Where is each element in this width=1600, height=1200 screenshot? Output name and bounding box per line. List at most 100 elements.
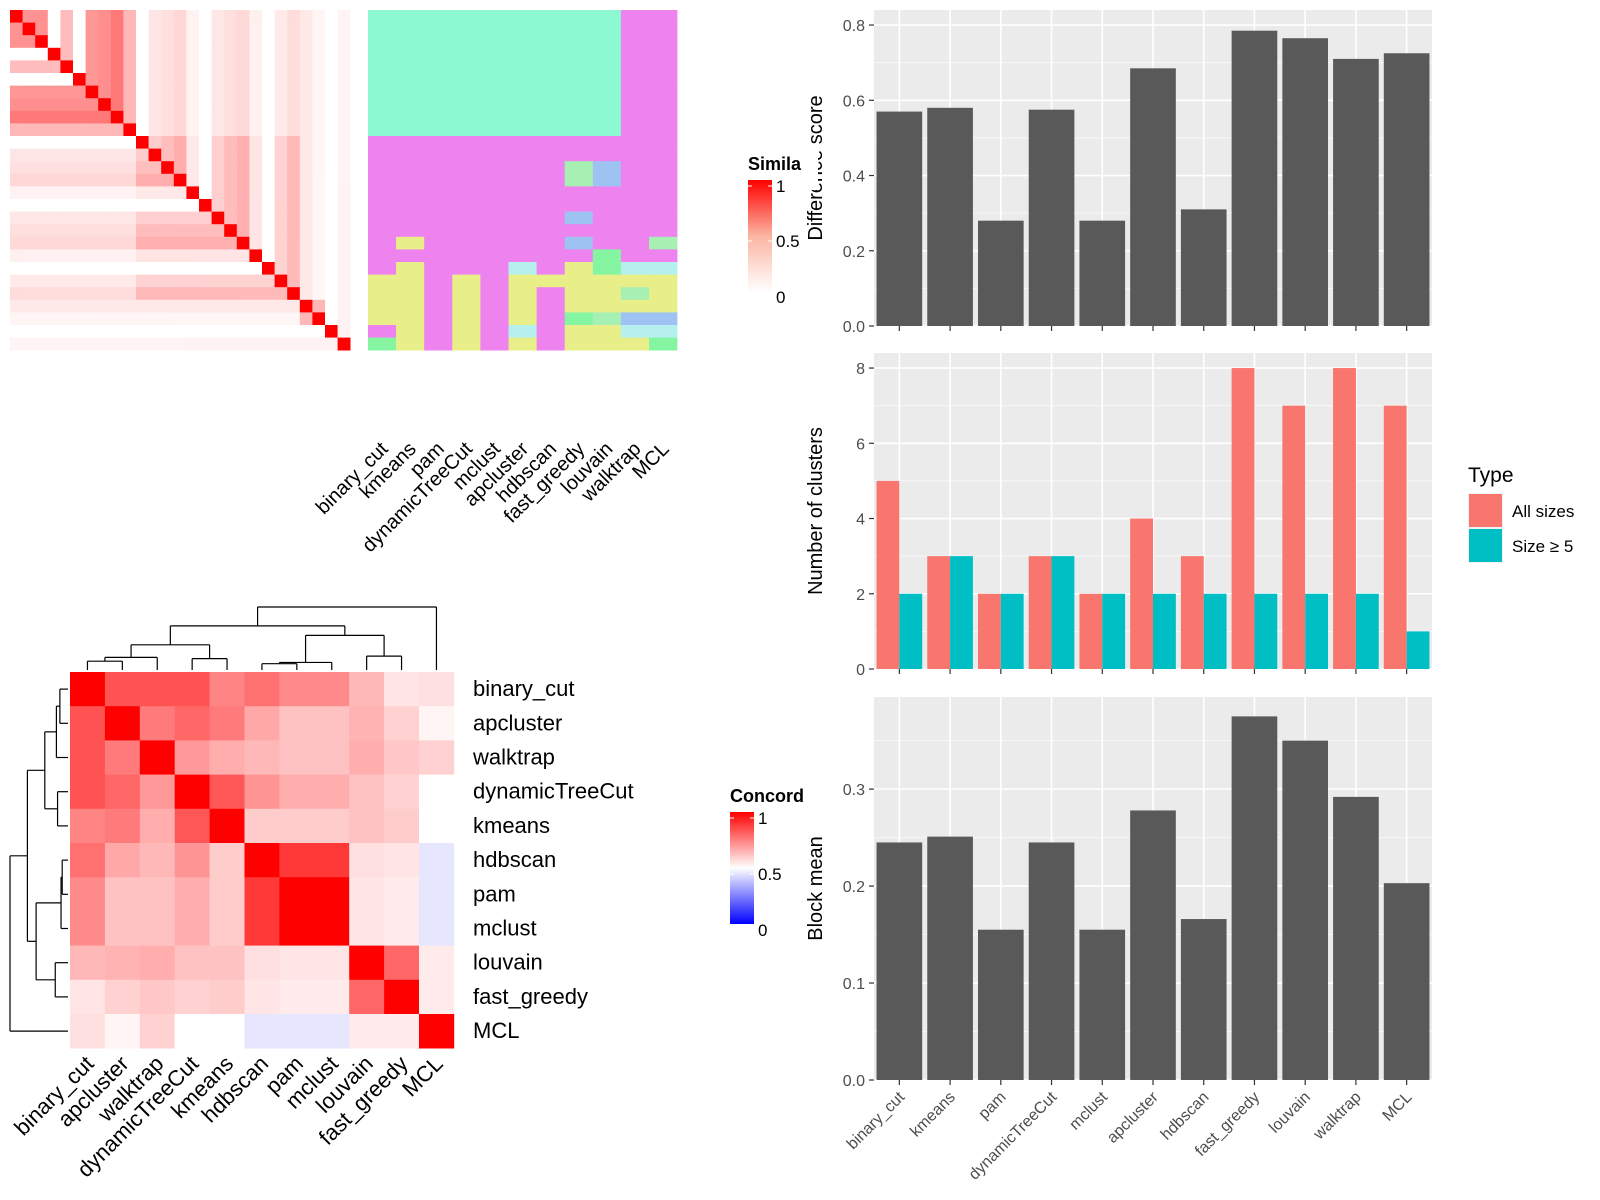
membership-cell [424, 262, 453, 275]
similarity-cell [10, 123, 23, 137]
similarity-cell [35, 173, 49, 187]
membership-cell [480, 262, 509, 275]
similarity-cell [60, 287, 74, 301]
similarity-cell [123, 249, 137, 263]
similarity-cell [35, 337, 49, 351]
similarity-cell [110, 60, 124, 74]
similarity-cell [325, 312, 338, 326]
concordance-cell [244, 774, 280, 810]
membership-cell [536, 60, 565, 74]
similarity-cell [224, 35, 238, 49]
concordance-cell [139, 911, 175, 946]
similarity-cell [35, 60, 49, 74]
similarity-cell [22, 161, 36, 175]
membership-cell [649, 236, 678, 250]
membership-cell [508, 22, 537, 36]
similarity-cell [199, 148, 212, 162]
similarity-cell [98, 123, 112, 137]
similarity-cell [325, 337, 338, 351]
similarity-cell [287, 173, 301, 187]
similarity-cell [73, 236, 86, 250]
membership-cell [452, 98, 481, 112]
concordance-cell [314, 808, 350, 844]
membership-cell [480, 110, 509, 124]
similarity-cell [337, 22, 351, 36]
membership-cell [452, 224, 481, 238]
similarity-cell [98, 35, 112, 49]
similarity-cell [148, 337, 162, 351]
similarity-cell [73, 337, 86, 351]
similarity-cell [73, 123, 86, 137]
similarity-cell [199, 136, 212, 149]
similarity-cell [337, 325, 351, 338]
similarity-cell [224, 274, 238, 288]
similarity-cell [312, 35, 326, 49]
similarity-cell [236, 85, 250, 99]
concordance-cell [314, 843, 350, 878]
membership-cell [564, 236, 594, 250]
membership-cell [564, 211, 594, 225]
similarity-cell [161, 274, 175, 288]
membership-cell [536, 161, 565, 175]
concordance-cell [384, 945, 420, 981]
similarity-cell [287, 274, 301, 288]
concordance-cell [314, 979, 350, 1015]
membership-cell [396, 10, 425, 23]
membership-cell [480, 60, 509, 74]
similarity-cell [274, 299, 288, 313]
similarity-cell [325, 211, 338, 225]
similarity-cell [85, 60, 99, 74]
membership-cell [368, 262, 397, 275]
membership-cell [508, 123, 537, 137]
similarity-cell [123, 299, 137, 313]
similarity-cell [236, 136, 250, 149]
concordance-row-label: mclust [473, 916, 537, 941]
concordance-cell [384, 877, 420, 912]
similarity-cell [249, 224, 263, 238]
similarity-cell [262, 136, 275, 149]
concordance-cell [384, 672, 420, 707]
bar-all-sizes [1383, 405, 1407, 669]
similarity-cell [10, 22, 23, 36]
similarity-cell [73, 211, 86, 225]
x-tick-label: MCL [1380, 1089, 1416, 1125]
similarity-cell [148, 136, 162, 149]
similarity-cell [325, 22, 338, 36]
y-tick-label: 2 [856, 587, 865, 604]
similarity-cell [148, 161, 162, 175]
x-tick-label: louvain [1266, 1089, 1314, 1137]
similarity-cell [85, 199, 99, 212]
similarity-cell [10, 287, 23, 301]
concordance-cell [209, 945, 245, 981]
membership-cell [452, 262, 481, 275]
similarity-cell [47, 47, 61, 61]
similarity-cell [249, 262, 263, 275]
similarity-cell [47, 73, 61, 86]
similarity-cell [199, 110, 212, 124]
legend-label: All sizes [1512, 502, 1574, 521]
similarity-cell [186, 47, 200, 61]
similarity-cell [148, 123, 162, 137]
similarity-cell [249, 299, 263, 313]
membership-cell [592, 123, 622, 137]
membership-cell [452, 22, 481, 36]
similarity-cell [262, 211, 275, 225]
similarity-cell [337, 35, 351, 49]
bar-all-sizes [927, 556, 951, 669]
membership-cell [424, 186, 453, 200]
concordance-cell [174, 911, 210, 946]
similarity-cell [123, 173, 137, 187]
similarity-cell [47, 35, 61, 49]
membership-cell [649, 123, 678, 137]
similarity-cell [22, 287, 36, 301]
similarity-cell [110, 98, 124, 112]
membership-cell [480, 161, 509, 175]
y-tick-label: 8 [856, 361, 865, 378]
membership-cell [536, 337, 565, 351]
cluster-membership-matrix [368, 10, 678, 351]
membership-cell [564, 262, 594, 275]
membership-cell [620, 60, 650, 74]
concordance-legend-tick: 1 [758, 809, 767, 828]
similarity-cell [123, 186, 137, 200]
membership-cell [396, 47, 425, 61]
